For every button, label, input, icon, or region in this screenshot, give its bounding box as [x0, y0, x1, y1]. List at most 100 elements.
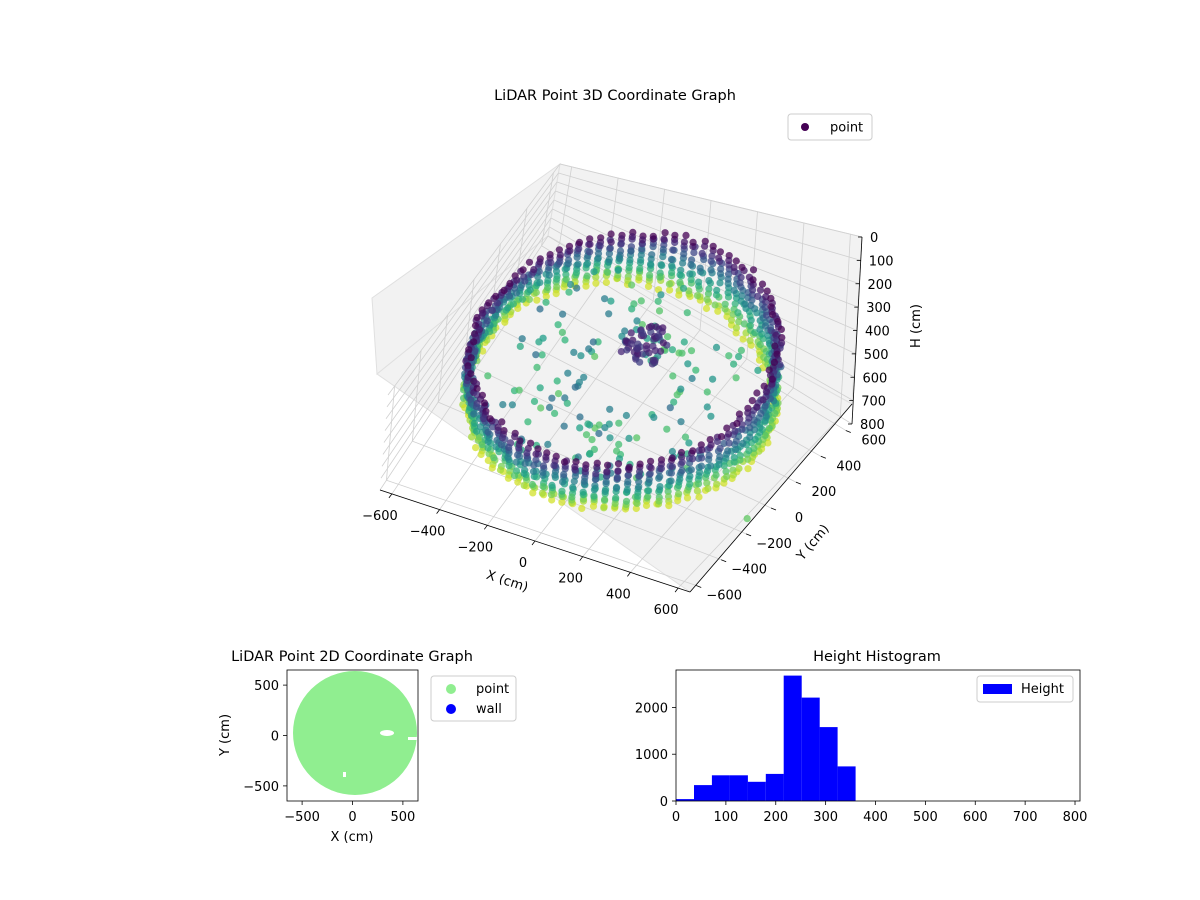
legend-2d: point wall: [430, 675, 517, 722]
cloud-point: [633, 434, 641, 442]
cloud-point: [580, 477, 589, 485]
cloud-point: [705, 277, 713, 285]
cloud-point: [536, 305, 544, 313]
cloud-point: [603, 468, 611, 476]
h-tick-label-3d: 800: [860, 418, 885, 433]
cloud-point: [585, 345, 593, 353]
cloud-point: [501, 318, 509, 326]
cloud-point: [627, 340, 636, 348]
cloud-point: [559, 478, 567, 486]
cloud-point: [485, 450, 493, 458]
cloud-point: [514, 478, 522, 486]
cloud-point: [588, 436, 596, 444]
h-tick-label-3d: 300: [866, 301, 891, 316]
y-tick-label-2d: 0: [271, 730, 279, 745]
legend-hist-box: [976, 675, 1074, 703]
cloud-point: [749, 276, 757, 284]
cloud-point: [492, 292, 500, 300]
cloud-point: [596, 242, 604, 250]
cloud-point: [703, 388, 711, 396]
cloud-point: [695, 278, 703, 286]
cloud-point: [561, 394, 569, 402]
cloud-point: [761, 431, 769, 439]
cloud-point: [657, 464, 666, 473]
cloud-point: [613, 483, 621, 491]
cloud-point: [746, 337, 754, 345]
cloud-point: [548, 394, 556, 402]
cloud-point: [565, 288, 573, 296]
cloud-point: [510, 472, 519, 480]
cloud-point: [605, 310, 613, 318]
cloud-point: [532, 450, 540, 458]
cloud-point: [693, 292, 702, 300]
cloud-point: [627, 247, 635, 255]
cloud-point: [716, 444, 724, 452]
cloud-point: [656, 473, 664, 481]
cloud-point: [707, 412, 715, 420]
cloud-point: [634, 492, 642, 500]
cloud-point: [762, 298, 770, 306]
cloud-point: [714, 307, 722, 315]
cloud-point: [493, 436, 501, 444]
cloud-point: [738, 263, 746, 271]
x-tick-label-3d: 0: [519, 556, 527, 571]
cloud-point: [747, 316, 755, 324]
cloud-point: [698, 249, 706, 257]
cloud-point: [660, 235, 668, 243]
cloud-point: [558, 328, 567, 336]
x-tick-label-2d: 500: [390, 810, 415, 825]
cloud-point: [676, 271, 684, 279]
cloud-point: [525, 258, 534, 266]
cloud-point: [668, 268, 676, 277]
cloud-point: [542, 292, 550, 300]
cloud-point: [669, 246, 677, 254]
cloud-point: [750, 416, 758, 424]
cloud-point: [532, 351, 540, 359]
cloud-point: [584, 420, 592, 428]
cloud-point: [535, 338, 543, 346]
cloud-point: [592, 279, 600, 287]
legend-2d-point-marker: [446, 684, 456, 694]
grid-line-x: [677, 416, 841, 589]
x-axis-label-3d: X (cm): [484, 568, 530, 596]
cloud-point: [778, 334, 786, 342]
cloud-point: [537, 404, 545, 412]
cloud-point: [746, 321, 755, 330]
cloud-point: [600, 504, 608, 512]
legend-2d-wall-label: wall: [476, 702, 502, 717]
cloud-point: [628, 281, 636, 289]
cloud-point: [678, 458, 686, 466]
cloud-point: [696, 264, 704, 272]
cloud-point: [560, 422, 568, 430]
cloud-point: [572, 269, 581, 277]
cloud-point: [576, 424, 584, 432]
cloud-point: [676, 278, 684, 286]
cloud-point: [530, 266, 538, 274]
cloud-point: [666, 404, 674, 412]
cloud-point: [712, 343, 721, 351]
cloud-point: [688, 455, 697, 463]
cloud-point: [550, 461, 558, 469]
cloud-point: [689, 447, 697, 455]
cloud-point: [759, 396, 767, 404]
plot2d: LiDAR Point 2D Coordinate Graph −500−500…: [218, 649, 517, 845]
cloud-point: [476, 325, 484, 334]
hist-bar: [801, 697, 820, 801]
cloud-point: [593, 463, 601, 471]
cloud-point: [484, 372, 492, 380]
hist-x-tick-label: 0: [672, 810, 680, 825]
x-tick-mark-3d: [483, 525, 488, 530]
cloud-point: [601, 495, 609, 504]
cloud-point: [622, 497, 631, 505]
cloud-point: [706, 436, 714, 444]
cloud-point: [586, 449, 594, 457]
cloud-point: [612, 494, 620, 502]
cloud-point: [737, 346, 746, 354]
cloud-point: [732, 374, 740, 382]
cloud-point: [713, 437, 722, 446]
grid-line-h-left: [386, 172, 559, 408]
cloud-point: [676, 475, 684, 483]
cloud-point: [690, 249, 698, 257]
x-tick-label-3d: 400: [606, 587, 631, 602]
x-tick-mark-3d: [388, 493, 393, 499]
